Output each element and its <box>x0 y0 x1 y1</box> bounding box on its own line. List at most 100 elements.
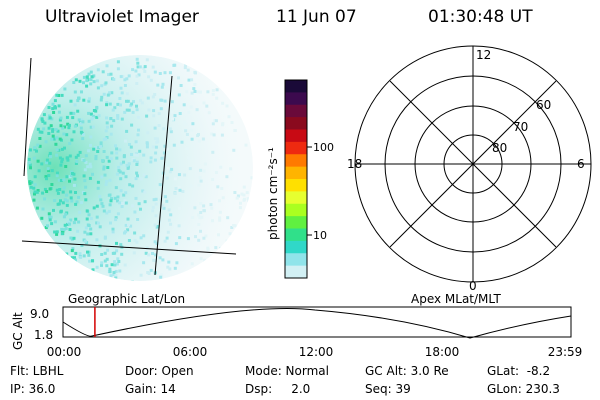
aurora-pixel <box>103 236 107 240</box>
aurora-pixel <box>121 202 124 205</box>
aurora-pixel <box>51 128 55 132</box>
aurora-pixel <box>184 129 188 133</box>
aurora-pixel <box>199 202 203 205</box>
aurora-pixel <box>130 280 134 281</box>
aurora-pixel <box>116 199 119 203</box>
aurora-pixel <box>198 216 202 220</box>
aurora-pixel <box>174 224 177 228</box>
aurora-pixel <box>96 221 100 225</box>
aurora-pixel <box>88 259 92 263</box>
aurora-pixel <box>89 112 93 116</box>
aurora-pixel <box>105 155 109 159</box>
aurora-pixel <box>142 173 146 177</box>
aurora-pixel <box>78 150 82 154</box>
aurora-pixel <box>84 226 88 230</box>
aurora-pixel <box>113 260 117 264</box>
aurora-pixel <box>64 227 68 231</box>
aurora-pixel <box>136 61 140 65</box>
aurora-pixel <box>84 160 88 164</box>
colorbar-gradient <box>285 80 307 279</box>
aurora-pixel <box>221 123 224 127</box>
aurora-pixel <box>104 182 108 186</box>
y-tick-label-top: 9.0 <box>30 307 49 321</box>
aurora-pixel <box>119 189 123 193</box>
aurora-pixel <box>227 115 231 119</box>
aurora-pixel <box>146 131 150 135</box>
aurora-pixel <box>108 91 112 95</box>
aurora-pixel <box>123 231 126 235</box>
aurora-pixel <box>168 267 172 271</box>
aurora-pixel <box>120 91 124 95</box>
aurora-pixel <box>214 246 218 250</box>
aurora-pixel <box>218 199 221 203</box>
colorbar-band <box>285 80 307 93</box>
aurora-pixel <box>142 66 146 70</box>
aurora-pixel <box>218 216 222 220</box>
aurora-pixel <box>142 261 146 265</box>
aurora-pixel <box>61 201 65 205</box>
aurora-pixel <box>48 151 52 155</box>
aurora-pixel <box>168 71 172 75</box>
aurora-pixel <box>71 172 74 175</box>
aurora-pixel <box>147 75 151 79</box>
aurora-pixel <box>219 246 223 250</box>
aurora-pixel <box>56 129 60 133</box>
aurora-pixel <box>97 114 101 118</box>
aurora-pixel <box>183 173 187 177</box>
aurora-pixel <box>173 177 177 181</box>
aurora-pixel <box>134 69 138 73</box>
aurora-pixel <box>40 162 44 166</box>
aurora-pixel <box>119 177 123 181</box>
aurora-pixel <box>184 123 188 127</box>
aurora-pixel <box>135 108 139 112</box>
aurora-pixel <box>85 75 89 79</box>
aurora-pixel <box>186 237 190 241</box>
aurora-pixel <box>109 72 113 76</box>
aurora-pixel <box>167 218 171 222</box>
aurora-pixel <box>65 193 69 197</box>
aurora-pixel <box>145 114 149 118</box>
aurora-pixel <box>105 121 109 125</box>
aurora-pixel <box>114 276 118 280</box>
aurora-pixel <box>105 180 109 183</box>
aurora-pixel <box>64 165 68 168</box>
aurora-pixel <box>87 99 91 103</box>
aurora-pixel <box>229 167 233 171</box>
aurora-pixel <box>100 175 104 179</box>
aurora-pixel <box>62 186 66 190</box>
aurora-pixel <box>199 211 203 214</box>
aurora-pixel <box>111 230 115 234</box>
aurora-pixel <box>225 104 229 108</box>
aurora-pixel <box>91 125 95 129</box>
aurora-pixel <box>61 190 65 194</box>
aurora-pixel <box>149 78 153 82</box>
aurora-pixel <box>33 146 37 150</box>
aurora-pixel <box>127 74 131 78</box>
aurora-pixel <box>79 255 83 259</box>
aurora-pixel <box>38 130 42 134</box>
aurora-pixel <box>108 203 112 207</box>
aurora-pixel <box>57 202 61 206</box>
aurora-pixel <box>178 188 182 192</box>
aurora-pixel <box>67 123 71 127</box>
aurora-pixel <box>173 192 177 195</box>
mlt-label-18: 18 <box>347 157 362 171</box>
aurora-pixel <box>60 227 64 231</box>
x-tick-label-1800: 18:00 <box>425 345 460 359</box>
aurora-pixel <box>28 148 32 152</box>
aurora-pixel <box>133 231 137 235</box>
aurora-pixel <box>70 256 74 260</box>
aurora-pixel <box>69 99 73 103</box>
aurora-pixel <box>127 162 131 166</box>
aurora-pixel <box>131 184 135 188</box>
aurora-image <box>21 55 253 281</box>
aurora-pixel <box>170 100 174 104</box>
aurora-pixel <box>177 76 180 80</box>
aurora-pixel <box>127 239 131 242</box>
aurora-pixel <box>83 239 87 243</box>
aurora-pixel <box>166 147 169 151</box>
polar-diagonal-2 <box>389 80 557 248</box>
aurora-pixel <box>169 130 173 134</box>
aurora-pixel <box>105 257 109 261</box>
aurora-pixel <box>59 163 63 167</box>
